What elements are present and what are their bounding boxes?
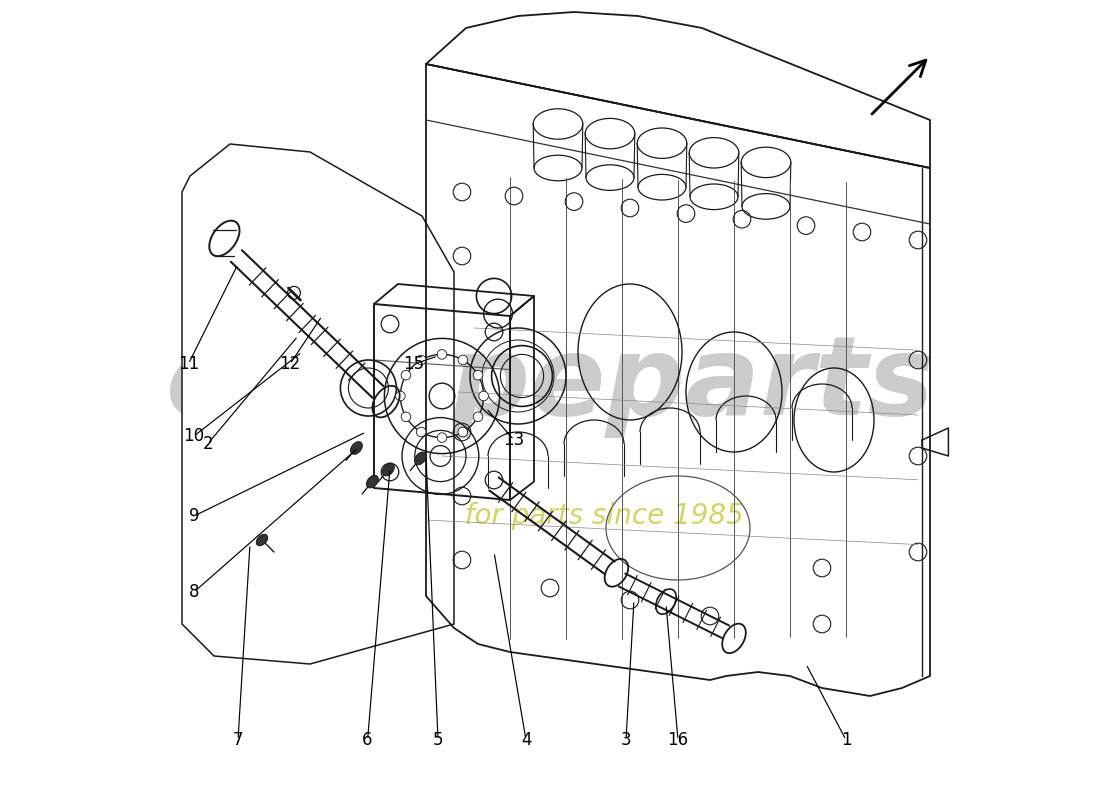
- Circle shape: [458, 427, 468, 437]
- Text: 6: 6: [362, 731, 373, 749]
- Circle shape: [473, 370, 483, 380]
- Text: 13: 13: [504, 431, 525, 449]
- Text: 1: 1: [840, 731, 851, 749]
- Circle shape: [437, 350, 447, 359]
- Text: 7: 7: [233, 731, 243, 749]
- Ellipse shape: [351, 442, 362, 454]
- Circle shape: [478, 391, 488, 401]
- Ellipse shape: [383, 463, 394, 476]
- Text: 2: 2: [202, 435, 213, 453]
- Polygon shape: [182, 144, 454, 664]
- Circle shape: [417, 427, 426, 437]
- Text: 12: 12: [279, 355, 300, 373]
- Circle shape: [402, 370, 410, 380]
- Text: europeparts: europeparts: [165, 330, 935, 438]
- Text: 8: 8: [189, 583, 199, 601]
- Text: 10: 10: [184, 427, 205, 445]
- Text: 16: 16: [668, 731, 689, 749]
- Circle shape: [437, 433, 447, 442]
- Circle shape: [417, 355, 426, 365]
- Circle shape: [396, 391, 405, 401]
- Text: 11: 11: [178, 355, 199, 373]
- Ellipse shape: [415, 452, 427, 465]
- Circle shape: [473, 412, 483, 422]
- Text: 4: 4: [520, 731, 531, 749]
- Ellipse shape: [366, 475, 378, 488]
- Text: 9: 9: [189, 507, 199, 525]
- Ellipse shape: [256, 534, 267, 546]
- Circle shape: [402, 412, 410, 422]
- Text: 3: 3: [620, 731, 631, 749]
- Text: a passion for parts since 1985: a passion for parts since 1985: [324, 502, 744, 530]
- Circle shape: [458, 355, 468, 365]
- Text: 5: 5: [432, 731, 443, 749]
- Text: 15: 15: [404, 355, 425, 373]
